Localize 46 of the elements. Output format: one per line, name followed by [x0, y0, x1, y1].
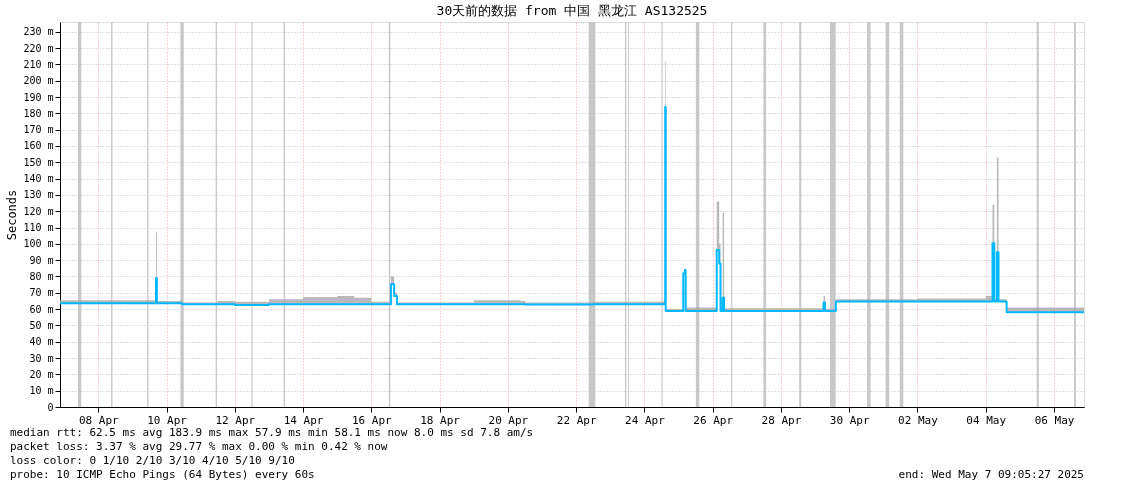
y-tick-label: 180 m	[23, 107, 54, 119]
x-tick-label: 18 Apr	[420, 413, 461, 427]
y-tick-label: 190 m	[23, 91, 54, 103]
chart-title: 30天前的数据 from 中国 黑龙江 AS132525	[436, 3, 708, 18]
y-tick-label: 210 m	[23, 58, 54, 70]
y-tick-label: 10 m	[29, 385, 54, 397]
y-tick-label: 20 m	[29, 368, 54, 380]
x-tick-label: 04 May	[966, 413, 1007, 427]
x-tick-label: 28 Apr	[761, 413, 802, 427]
y-tick-label: 50 m	[29, 319, 54, 331]
x-tick-label: 06 May	[1034, 413, 1075, 427]
y-tick-label: 90 m	[29, 254, 54, 266]
x-tick-label: 30 Apr	[829, 413, 870, 427]
x-tick-label: 08 Apr	[78, 413, 120, 427]
y-tick-label: 120 m	[23, 205, 54, 217]
x-tick-label: 24 Apr	[625, 413, 666, 427]
y-tick-label: 80 m	[29, 270, 54, 282]
x-tick-label: 14 Apr	[283, 413, 324, 427]
x-tick-label: 22 Apr	[556, 413, 597, 427]
text: loss color: 0 1/10 2/10 3/10 4/10 5/10 9/10	[10, 454, 295, 467]
text: median rtt: 62.5 ms avg 183.9 ms max 57.9 ms min 58.1 ms now 8.0 ms sd 7.8 am/s	[10, 426, 534, 439]
y-tick-label: 130 m	[23, 189, 54, 201]
y-tick-label: 220 m	[23, 42, 54, 54]
y-tick-label: 0	[47, 401, 54, 413]
y-tick-label: 170 m	[23, 124, 54, 136]
y-tick-label: 30 m	[29, 352, 54, 364]
x-tick-label: 02 May	[898, 413, 939, 427]
y-tick-label: 230 m	[23, 26, 54, 38]
text: packet loss: 3.37 % avg 29.77 % max 0.00 % min 0.42 % now	[10, 440, 388, 453]
y-tick-label: 60 m	[29, 303, 54, 315]
x-tick-label: 12 Apr	[215, 413, 256, 427]
y-axis-title: Seconds	[5, 189, 20, 241]
x-tick-label: 20 Apr	[488, 413, 529, 427]
text: end: Wed May 7 09:05:27 2025	[898, 468, 1084, 481]
y-tick-label: 110 m	[23, 222, 54, 234]
y-tick-label: 160 m	[23, 140, 54, 152]
text: probe: 10 ICMP Echo Pings (64 Bytes) every 60s	[10, 468, 315, 481]
y-tick-label: 150 m	[23, 156, 54, 168]
x-tick-label: 16 Apr	[351, 413, 393, 427]
y-tick-label: 70 m	[29, 287, 54, 299]
y-tick-label: 100 m	[23, 238, 54, 250]
x-tick-label: 10 Apr	[147, 413, 188, 427]
y-tick-label: 140 m	[23, 173, 54, 185]
x-tick-label: 26 Apr	[693, 413, 734, 427]
y-tick-label: 200 m	[23, 75, 54, 87]
y-tick-label: 40 m	[29, 336, 54, 348]
